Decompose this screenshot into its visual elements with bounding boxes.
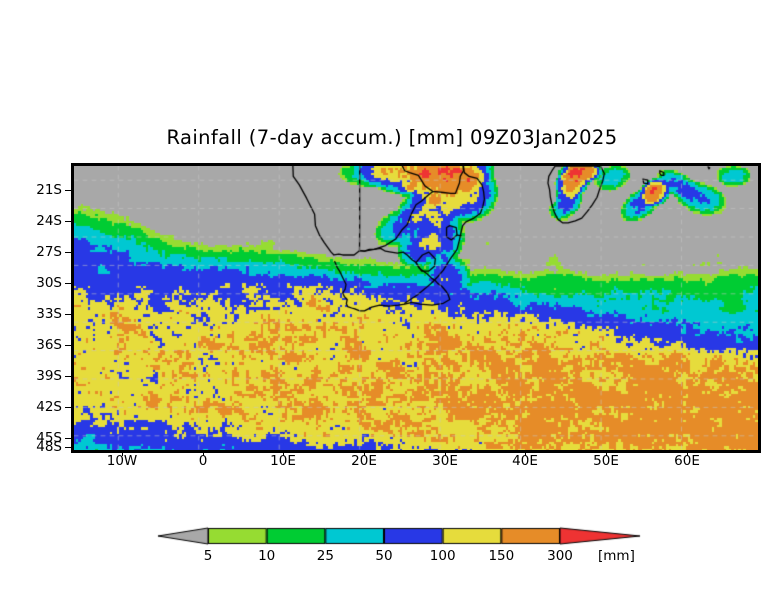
x-axis-tick-label: 10W (106, 453, 138, 469)
x-axis-tick (364, 450, 365, 456)
x-axis-tick (203, 450, 204, 456)
x-axis-tick-label: 40E (512, 453, 538, 469)
colorbar-units-label: [mm] (598, 548, 635, 564)
y-axis-tick (65, 252, 71, 253)
colorbar-tick-label: 150 (488, 548, 515, 564)
x-axis-tick (687, 450, 688, 456)
colorbar-canvas (150, 524, 650, 548)
colorbar-tick-label: 25 (316, 548, 334, 564)
colorbar: [mm] 5 10 25 50 100 150 300 (150, 524, 650, 574)
y-axis-tick (65, 376, 71, 377)
y-axis-tick-label: 33S (36, 306, 62, 322)
x-axis-tick-label: 60E (674, 453, 700, 469)
x-axis-tick-label: 20E (351, 453, 377, 469)
rainfall-heatmap-canvas[interactable] (74, 166, 758, 450)
page-title: Rainfall (7-day accum.) [mm] 09Z03Jan202… (166, 126, 618, 149)
y-axis-tick (65, 283, 71, 284)
y-axis-tick-label: 24S (36, 213, 62, 229)
colorbar-tick-label: 100 (429, 548, 456, 564)
y-axis-tick (65, 221, 71, 222)
x-axis-tick (606, 450, 607, 456)
y-axis-tick-label: 45S (36, 430, 62, 446)
x-axis-tick (283, 450, 284, 456)
map-plot-area[interactable] (71, 163, 761, 453)
y-axis-tick (65, 438, 71, 439)
x-axis-tick (445, 450, 446, 456)
x-axis-tick-label: 50E (593, 453, 619, 469)
y-axis-tick-label: 39S (36, 368, 62, 384)
x-axis-tick-label: 0 (198, 453, 208, 469)
y-axis-tick (65, 314, 71, 315)
colorbar-tick-label: 50 (375, 548, 393, 564)
y-axis-tick (65, 190, 71, 191)
y-axis-tick (65, 345, 71, 346)
y-axis-tick-label: 42S (36, 399, 62, 415)
x-axis-tick-label: 10E (270, 453, 296, 469)
y-axis-tick-label: 36S (36, 337, 62, 353)
colorbar-tick-label: 5 (203, 548, 213, 564)
x-axis-tick-label: 30E (432, 453, 458, 469)
y-axis-tick-label: 21S (36, 182, 62, 198)
x-axis-tick (122, 450, 123, 456)
y-axis-tick-label: 27S (36, 244, 62, 260)
x-axis-tick (525, 450, 526, 456)
y-axis-tick-label: 30S (36, 275, 62, 291)
colorbar-tick-label: 300 (547, 548, 573, 564)
y-axis-tick-label: 48S (36, 439, 62, 455)
y-axis-tick (65, 447, 71, 448)
y-axis-tick (65, 407, 71, 408)
colorbar-tick-label: 10 (258, 548, 276, 564)
